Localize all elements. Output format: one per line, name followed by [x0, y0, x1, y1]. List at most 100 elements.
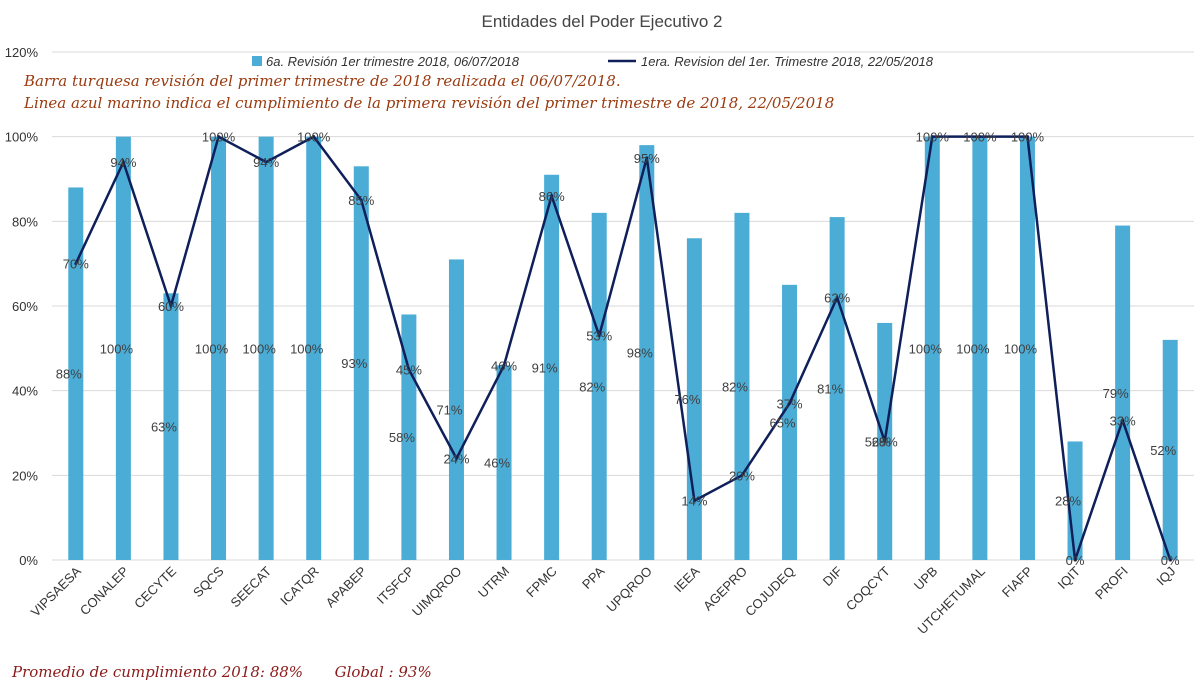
legend-line-label: 1era. Revision del 1er. Trimestre 2018, …	[641, 54, 934, 69]
y-tick-label: 40%	[12, 384, 38, 399]
y-tick-label: 120%	[5, 45, 39, 60]
line-data-label: 46%	[491, 358, 517, 373]
x-tick-label: ICATQR	[277, 564, 322, 609]
y-tick-label: 100%	[5, 130, 39, 145]
x-tick-label: UPB	[911, 564, 941, 594]
bar	[591, 212, 607, 560]
note-line-1: Barra turquesa revisión del primer trime…	[24, 72, 621, 90]
line-point	[1168, 558, 1172, 562]
bar-data-label: 82%	[722, 379, 748, 394]
line-data-label: 53%	[586, 329, 612, 344]
x-tick-label: VIPSAESA	[28, 563, 84, 619]
line-data-label: 95%	[634, 151, 660, 166]
bar-data-label: 58%	[389, 430, 415, 445]
line-path	[74, 134, 1172, 561]
bar	[68, 187, 84, 560]
line-point	[978, 135, 982, 139]
x-tick-label: FPMC	[523, 564, 560, 601]
bar	[1162, 339, 1178, 560]
bar-data-label: 88%	[56, 367, 82, 382]
line-point	[217, 135, 221, 139]
x-tick-label: UTRM	[475, 564, 512, 601]
x-tick-label: AGEPRO	[700, 564, 750, 614]
bar-data-label: 100%	[100, 341, 134, 356]
bar-data-label: 52%	[1150, 443, 1176, 458]
bar	[544, 174, 560, 560]
legend-bar-label: 6a. Revisión 1er trimestre 2018, 06/07/2…	[266, 54, 520, 69]
line-data-label: 60%	[158, 299, 184, 314]
x-tick-label: COJUDEQ	[742, 564, 798, 620]
line-data-label: 94%	[253, 155, 279, 170]
line-point	[1025, 135, 1029, 139]
bar-data-label: 100%	[290, 341, 324, 356]
x-tick-label: COQCYT	[843, 563, 893, 613]
line-data-label: 100%	[963, 130, 997, 145]
legend-bar-swatch	[252, 56, 262, 66]
bar	[734, 212, 750, 560]
line-point	[359, 198, 363, 202]
bar	[1115, 225, 1131, 561]
line-point	[121, 160, 125, 164]
line-data-label: 94%	[110, 155, 136, 170]
line-point	[1121, 418, 1125, 422]
line-data-label: 0%	[1066, 553, 1085, 568]
line-point	[597, 334, 601, 338]
line-data-label: 85%	[348, 193, 374, 208]
bar-data-label: 71%	[436, 403, 462, 418]
bar	[639, 145, 655, 560]
line-point	[74, 262, 78, 266]
y-tick-label: 20%	[12, 468, 38, 483]
bar-data-label: 63%	[151, 420, 177, 435]
bar	[115, 136, 131, 560]
bar-data-label: 91%	[532, 360, 558, 375]
bar-data-label: 28%	[1055, 494, 1081, 509]
line-data-label: 37%	[777, 396, 803, 411]
bar-data-label: 100%	[243, 341, 277, 356]
line-data-label: 45%	[396, 363, 422, 378]
bar-data-label: 46%	[484, 456, 510, 471]
bar	[163, 293, 179, 560]
line-labels: 70% 94% 60% 100% 94% 100% 85% 45% 24% 46% 86% 53% 95…	[63, 130, 1180, 568]
x-tick-label: UPQROO	[603, 564, 654, 615]
bar-data-label: 100%	[909, 341, 943, 356]
line-point	[169, 304, 173, 308]
bar-labels: 88% 100% 63% 100% 100% 100% 93% 58% 71% 46% 91% 82%…	[56, 341, 1177, 508]
x-tick-label: FIAFP	[999, 564, 1036, 601]
line-data-label: 86%	[539, 189, 565, 204]
bar	[782, 284, 798, 560]
line-point	[502, 363, 506, 367]
line-data-label: 0%	[1161, 553, 1180, 568]
line-point	[645, 156, 649, 160]
note-line-2: Linea azul marino indica el cumplimiento…	[24, 94, 835, 112]
y-tick-label: 80%	[12, 214, 38, 229]
bar	[448, 259, 464, 560]
x-tick-label: CECYTE	[131, 563, 179, 611]
x-tick-label: ITSFCP	[374, 564, 417, 607]
line-point	[930, 135, 934, 139]
bar	[306, 136, 322, 560]
bar	[496, 365, 512, 560]
bar-data-label: 65%	[770, 415, 796, 430]
bar	[258, 136, 274, 560]
line-point	[692, 499, 696, 503]
line-point	[407, 368, 411, 371]
line-data-label: 100%	[916, 130, 950, 145]
bar-data-label: 76%	[674, 392, 700, 407]
line-point	[883, 439, 887, 443]
line-data-label: 62%	[824, 291, 850, 306]
x-tick-label: PROFI	[1092, 564, 1131, 603]
line-data-label: 70%	[63, 257, 89, 272]
line-data-label: 28%	[872, 434, 898, 449]
footer-average: Promedio de cumplimiento 2018: 88%	[12, 663, 304, 681]
x-tick-label: IEEA	[671, 563, 703, 595]
line-data-label: 100%	[1011, 130, 1045, 145]
line-data-label: 33%	[1110, 413, 1136, 428]
line-point	[454, 456, 458, 460]
bar	[972, 136, 988, 560]
legend: 6a. Revisión 1er trimestre 2018, 06/07/2…	[252, 54, 934, 69]
bar-data-label: 100%	[195, 341, 229, 356]
bar	[924, 136, 940, 560]
line-data-label: 100%	[202, 130, 236, 145]
